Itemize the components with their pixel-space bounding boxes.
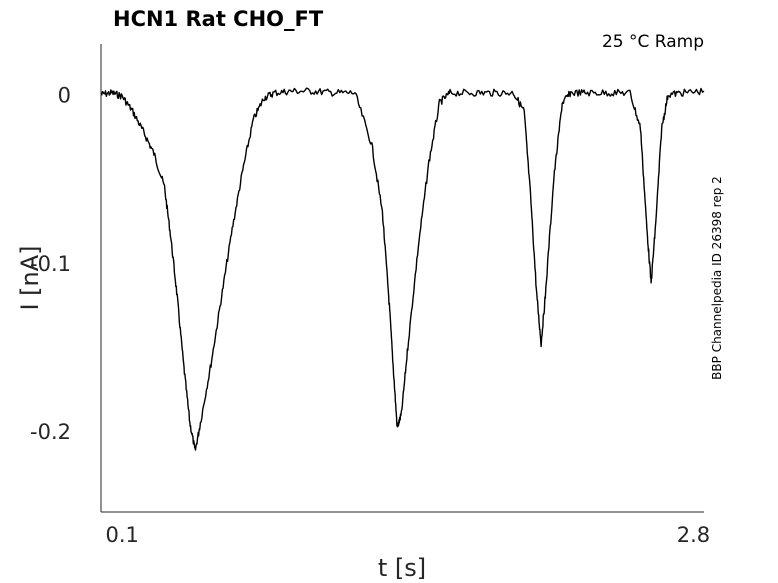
channelpedia-id-note: BBP Channelpedia ID 26398 rep 2: [710, 176, 724, 380]
y-ticks: 0 -0.1 -0.2: [30, 84, 71, 445]
x-ticks: 0.1 2.8: [105, 523, 710, 547]
chart-subtitle: 25 °C Ramp: [602, 32, 704, 52]
x-tick-label: 0.1: [105, 523, 138, 547]
current-trace-line: [100, 87, 705, 451]
y-tick-label: 0: [58, 84, 71, 108]
y-tick-label: -0.2: [30, 420, 71, 444]
y-tick-label: -0.1: [30, 252, 71, 276]
x-tick-label: 2.8: [677, 523, 710, 547]
x-axis-label: t [s]: [378, 554, 426, 582]
axes: [100, 44, 704, 513]
chart-title: HCN1 Rat CHO_FT: [113, 7, 324, 31]
y-axis-label: I [nA]: [16, 245, 44, 310]
